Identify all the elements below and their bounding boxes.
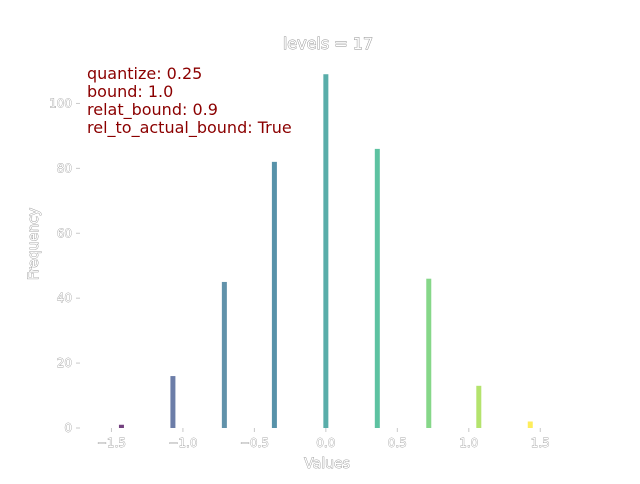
histogram-bar-4 [323,74,329,428]
x-axis-label: Values [304,456,350,472]
histogram-bar-1 [170,376,176,428]
annotation-line-3: rel_to_actual_bound: True [87,118,292,138]
x-tick-label-5: 1.0 [459,436,478,450]
histogram-bar-5 [374,148,380,428]
annotation-line-0: quantize: 0.25 [87,64,202,83]
x-axis-ticks: −1.5 −1.0 −0.5 0.0 0.5 1.0 1.5 [97,428,550,450]
annotation-line-2: relat_bound: 0.9 [87,100,218,120]
x-tick-label-2: −0.5 [240,436,269,450]
histogram-bar-6 [426,278,432,428]
annotation-line-1: bound: 1.0 [87,82,173,101]
y-tick-label-0: 0 [64,421,72,435]
x-tick-label-6: 1.5 [531,436,550,450]
y-axis-label: Frequency [26,208,42,280]
chart-title: levels = 17 [283,34,373,53]
histogram-bar-7 [476,385,482,428]
y-tick-label-2: 40 [57,291,72,305]
histogram-bar-2 [221,281,227,428]
y-tick-label-5: 100 [49,96,72,110]
x-tick-label-4: 0.5 [388,436,407,450]
y-tick-label-1: 20 [57,356,72,370]
x-tick-label-0: −1.5 [97,436,126,450]
y-tick-label-3: 60 [57,226,72,240]
x-tick-label-1: −1.0 [168,436,197,450]
histogram-bar-0 [118,424,124,428]
histogram-bar-3 [271,161,277,429]
bars-layer [118,74,533,429]
histogram-bar-8 [527,421,533,428]
x-tick-label-3: 0.0 [316,436,335,450]
y-axis-ticks: 0 20 40 60 80 100 [49,96,80,435]
y-tick-label-4: 80 [57,161,72,175]
